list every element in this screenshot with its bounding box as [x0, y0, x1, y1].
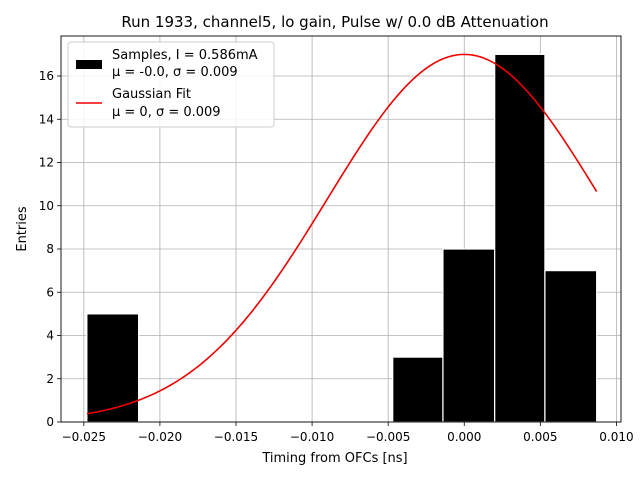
- gaussian-fit-line: [86, 53, 598, 415]
- legend-histogram-swatch: [76, 60, 102, 69]
- x-tick-label: 0.010: [599, 430, 633, 444]
- chart-title: Run 1933, channel5, lo gain, Pulse w/ 0.…: [121, 13, 548, 31]
- histogram-bar: [86, 313, 140, 423]
- y-tick-label: 14: [39, 112, 54, 126]
- x-tick-label: −0.025: [62, 430, 106, 444]
- legend: Samples, I = 0.586mA μ = -0.0, σ = 0.009…: [67, 41, 275, 128]
- x-tick-label: 0.005: [523, 430, 557, 444]
- x-tick-label: 0.000: [447, 430, 481, 444]
- y-tick-label: 2: [46, 372, 54, 386]
- histogram-bar: [544, 270, 598, 423]
- histogram-bar: [494, 53, 546, 423]
- x-axis-label: Timing from OFCs [ns]: [261, 451, 407, 466]
- legend-box: [67, 41, 275, 128]
- y-axis-label: Entries: [15, 206, 30, 252]
- y-tick-label: 10: [39, 199, 54, 213]
- histogram-bar: [442, 248, 496, 423]
- x-tick-label: −0.005: [366, 430, 410, 444]
- histogram-bar: [392, 356, 444, 423]
- x-tick-label: −0.020: [138, 430, 182, 444]
- y-tick-label: 16: [39, 69, 54, 83]
- y-tick-label: 4: [46, 329, 54, 343]
- x-axis-ticks: −0.025 −0.020 −0.015 −0.010 −0.005 0.000 0.005…: [62, 422, 634, 444]
- y-tick-label: 6: [46, 285, 54, 299]
- legend-histogram-label: Samples, I = 0.586mA: [112, 48, 258, 63]
- y-tick-label: 12: [39, 156, 54, 170]
- y-axis-ticks: 0 2 4 6 8 10 12 14 16: [39, 69, 61, 429]
- legend-fit-stats: μ = 0, σ = 0.009: [112, 105, 221, 120]
- y-tick-label: 8: [46, 242, 54, 256]
- y-tick-label: 0: [46, 415, 54, 429]
- x-tick-label: −0.010: [290, 430, 334, 444]
- legend-fit-label: Gaussian Fit: [112, 87, 191, 102]
- plot-frame: [60, 35, 622, 423]
- x-tick-label: −0.015: [214, 430, 258, 444]
- legend-histogram-stats: μ = -0.0, σ = 0.009: [112, 65, 238, 80]
